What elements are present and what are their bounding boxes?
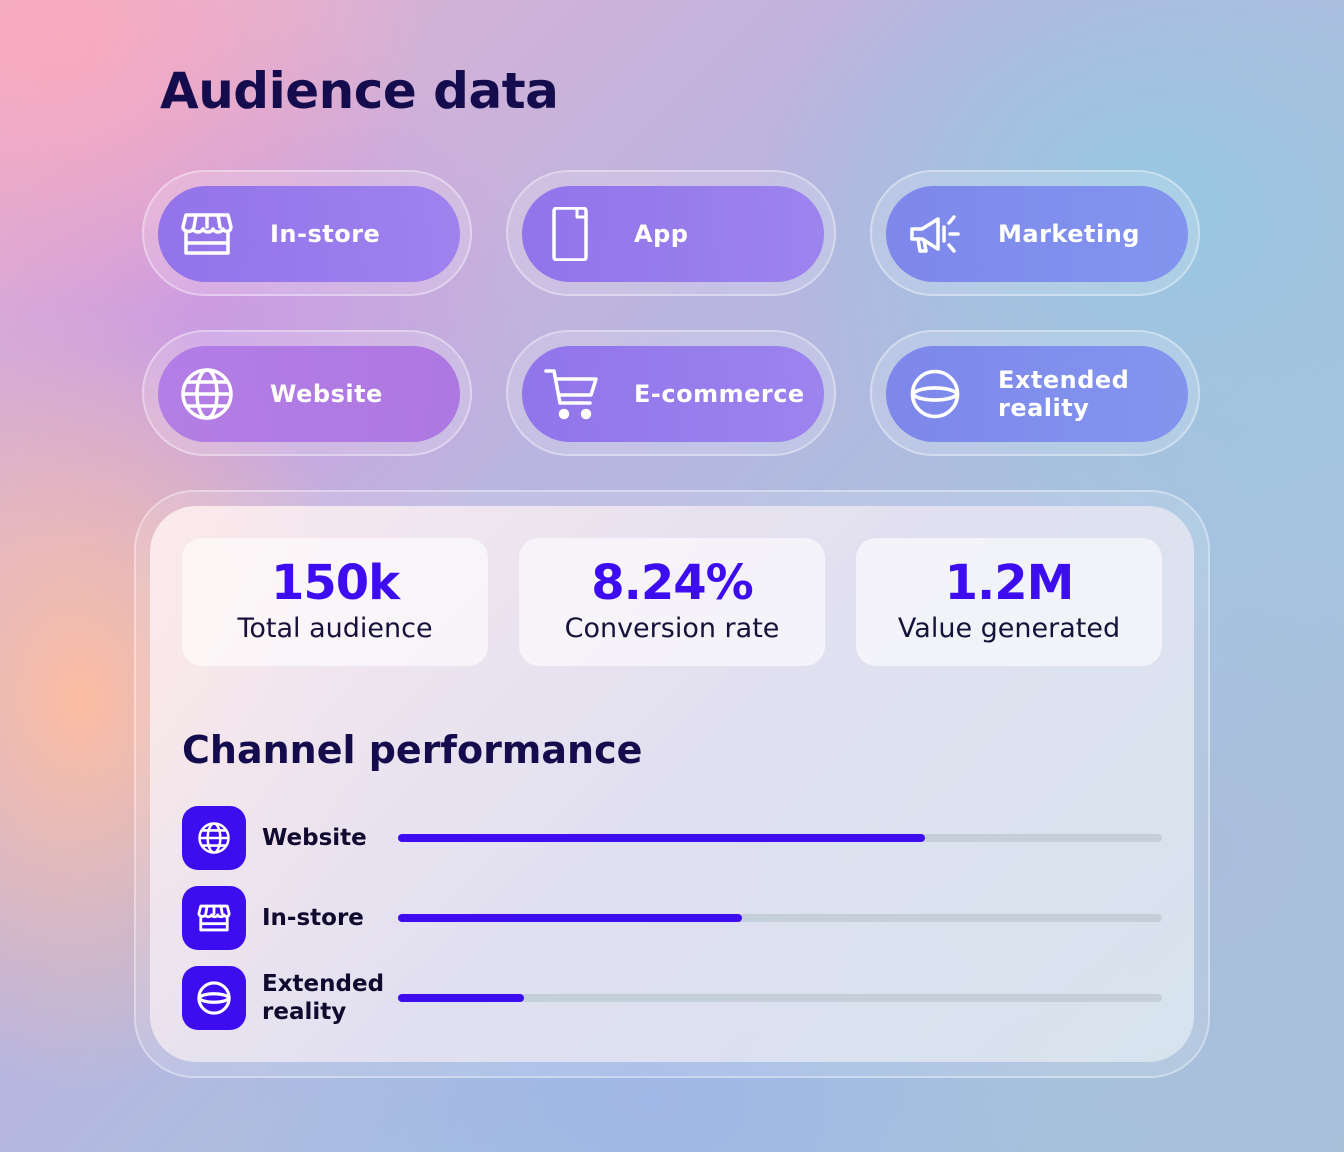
section-title: Channel performance xyxy=(182,728,643,772)
channel-chip-label: Marketing xyxy=(998,220,1140,248)
stat-value: 150k xyxy=(270,555,400,611)
channel-chip-e-commerce[interactable]: E-commerce xyxy=(522,346,824,442)
performance-row-label: Website xyxy=(262,825,367,851)
stat-label: Conversion rate xyxy=(564,613,780,644)
channel-chip-wrapper: In-store xyxy=(142,170,472,296)
smartphone-icon xyxy=(544,207,598,261)
performance-row-label: Extended reality xyxy=(262,971,385,1025)
channel-chip-extended-reality[interactable]: Extended reality xyxy=(886,346,1188,442)
channel-chip-label: E-commerce xyxy=(634,380,805,408)
progress-fill xyxy=(398,914,742,922)
shopping-cart-icon xyxy=(544,367,598,421)
globe-icon xyxy=(182,806,246,870)
channel-chip-wrapper: Extended reality xyxy=(870,330,1200,456)
stat-card-total-audience: 150k Total audience xyxy=(182,538,488,666)
channel-chip-website[interactable]: Website xyxy=(158,346,460,442)
channel-chip-wrapper: Marketing xyxy=(870,170,1200,296)
vr-headset-icon xyxy=(182,966,246,1030)
progress-track xyxy=(398,914,1162,922)
channel-chip-in-store[interactable]: In-store xyxy=(158,186,460,282)
stat-card-conversion-rate: 8.24% Conversion rate xyxy=(519,538,825,666)
stat-label: Total audience xyxy=(237,613,433,644)
performance-row-in-store: In-store xyxy=(182,886,1162,950)
store-icon xyxy=(180,207,234,261)
stat-label: Value generated xyxy=(897,613,1121,644)
stat-card-value-generated: 1.2M Value generated xyxy=(856,538,1162,666)
progress-fill xyxy=(398,994,525,1002)
megaphone-icon xyxy=(908,207,962,261)
channel-chip-wrapper: E-commerce xyxy=(506,330,836,456)
channel-chip-label: App xyxy=(634,220,689,248)
page-title: Audience data xyxy=(160,62,559,120)
stat-value: 8.24% xyxy=(591,555,754,611)
performance-row-label: In-store xyxy=(262,905,364,931)
progress-fill xyxy=(398,834,926,842)
channel-chip-label: Extended reality xyxy=(998,366,1130,422)
performance-row-extended-reality: Extended reality xyxy=(182,966,1162,1030)
globe-icon xyxy=(180,367,234,421)
progress-track xyxy=(398,994,1162,1002)
vr-headset-icon xyxy=(908,367,962,421)
channel-chip-marketing[interactable]: Marketing xyxy=(886,186,1188,282)
channel-chip-label: In-store xyxy=(270,220,381,248)
channel-chip-wrapper: App xyxy=(506,170,836,296)
stat-value: 1.2M xyxy=(944,555,1075,611)
channel-chip-app[interactable]: App xyxy=(522,186,824,282)
performance-row-website: Website xyxy=(182,806,1162,870)
store-icon xyxy=(182,886,246,950)
progress-track xyxy=(398,834,1162,842)
channel-chip-label: Website xyxy=(270,380,383,408)
channel-chip-wrapper: Website xyxy=(142,330,472,456)
